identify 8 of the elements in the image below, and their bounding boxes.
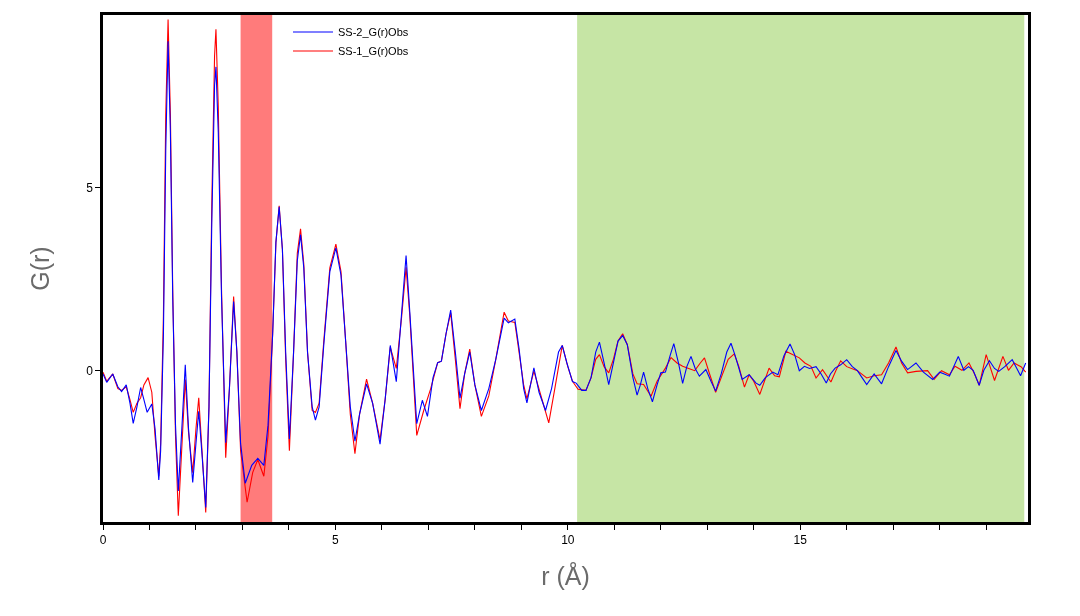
legend-label: SS-1_G(r)Obs — [338, 45, 409, 58]
x-axis-title: r (Å) — [541, 561, 590, 591]
y-axis-title: G(r) — [25, 246, 54, 291]
x-tick-label: 0 — [99, 533, 107, 548]
x-tick-label: 15 — [793, 533, 808, 548]
x-tick-label: 5 — [332, 533, 340, 548]
legend-label: SS-2_G(r)Obs — [338, 26, 409, 39]
x-tick-label: 10 — [561, 533, 575, 548]
